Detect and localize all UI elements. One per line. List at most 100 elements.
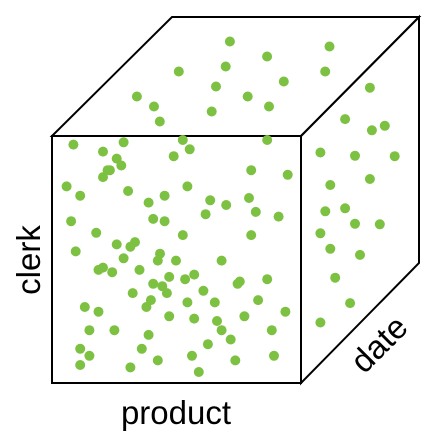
data-point [355, 249, 365, 260]
data-point [350, 150, 360, 161]
data-point [180, 274, 191, 285]
data-point [324, 41, 335, 52]
data-point [111, 239, 122, 250]
data-point [168, 151, 179, 162]
data-point [164, 311, 175, 322]
data-point [159, 190, 170, 201]
data-point [220, 61, 231, 72]
y-axis-label: clerk [10, 225, 47, 295]
data-point [330, 272, 341, 283]
data-point [171, 255, 181, 266]
data-point [79, 302, 90, 312]
data-point [125, 362, 136, 373]
data-point [278, 76, 289, 87]
data-point [75, 343, 86, 354]
data-point [127, 288, 138, 299]
data-point [232, 278, 243, 289]
data-point [61, 181, 72, 192]
data-point [221, 200, 232, 210]
data-point [205, 195, 216, 206]
data-point [253, 295, 264, 306]
data-point [143, 197, 154, 208]
data-point [145, 295, 156, 306]
data-point [104, 165, 115, 176]
data-point [211, 81, 221, 92]
data-point [118, 137, 129, 148]
data-point [264, 101, 274, 112]
data-point [68, 139, 79, 150]
data-point [216, 255, 227, 266]
data-point [177, 135, 188, 145]
data-point [84, 350, 95, 361]
data-point [325, 180, 336, 190]
data-point [109, 325, 120, 336]
data-point [269, 350, 279, 361]
data-point [159, 216, 170, 227]
data-point [315, 147, 326, 158]
x-axis-label: product [121, 394, 231, 431]
data-point [157, 281, 168, 292]
data-point [282, 169, 293, 180]
data-point [148, 278, 159, 289]
data-point [189, 269, 200, 280]
data-point [116, 160, 127, 171]
cube-top-face [49, 16, 422, 137]
data-point [189, 313, 200, 324]
data-point [246, 165, 257, 176]
data-point [118, 253, 129, 264]
z-axis-label: date [343, 308, 415, 380]
data-point [182, 297, 193, 308]
data-point [262, 51, 273, 62]
data-point [225, 334, 236, 345]
data-point [212, 316, 222, 326]
data-point [315, 317, 326, 328]
data-point [182, 181, 193, 192]
data-point [66, 216, 77, 227]
data-point [198, 285, 209, 296]
data-point [93, 306, 104, 317]
data-point [364, 174, 375, 184]
data-point [262, 274, 273, 285]
data-point [184, 144, 195, 155]
data-point [244, 193, 254, 203]
data-point [315, 228, 326, 239]
data-point [202, 339, 213, 350]
data-point [152, 255, 163, 266]
data-point [320, 66, 331, 77]
data-point [152, 355, 163, 366]
data-point [143, 329, 154, 340]
data-point [136, 343, 147, 354]
data-point [389, 151, 400, 162]
data-point [206, 106, 217, 117]
data-point [75, 360, 86, 370]
data-points [61, 36, 400, 377]
data-point [75, 190, 86, 201]
data-point [70, 246, 81, 257]
data-point [149, 101, 159, 112]
data-point [340, 114, 351, 125]
data-point [131, 91, 142, 102]
data-point [164, 271, 175, 282]
data-point [134, 264, 145, 275]
data-point [93, 264, 104, 275]
data-point [193, 367, 204, 377]
data-point [148, 213, 159, 224]
cube-edges [49, 14, 422, 386]
data-point [345, 298, 356, 309]
data-point [123, 186, 134, 196]
data-point [98, 146, 108, 157]
data-point [366, 125, 377, 136]
data-point [340, 203, 351, 214]
data-point [379, 120, 390, 131]
data-point [130, 237, 140, 248]
data-point [239, 311, 250, 322]
data-point [200, 209, 211, 220]
data-point [177, 230, 188, 241]
data-point [273, 211, 284, 222]
data-point [246, 230, 257, 241]
data-point [266, 325, 277, 336]
data-point [242, 91, 253, 102]
data-point [350, 218, 360, 229]
data-point [173, 66, 184, 77]
